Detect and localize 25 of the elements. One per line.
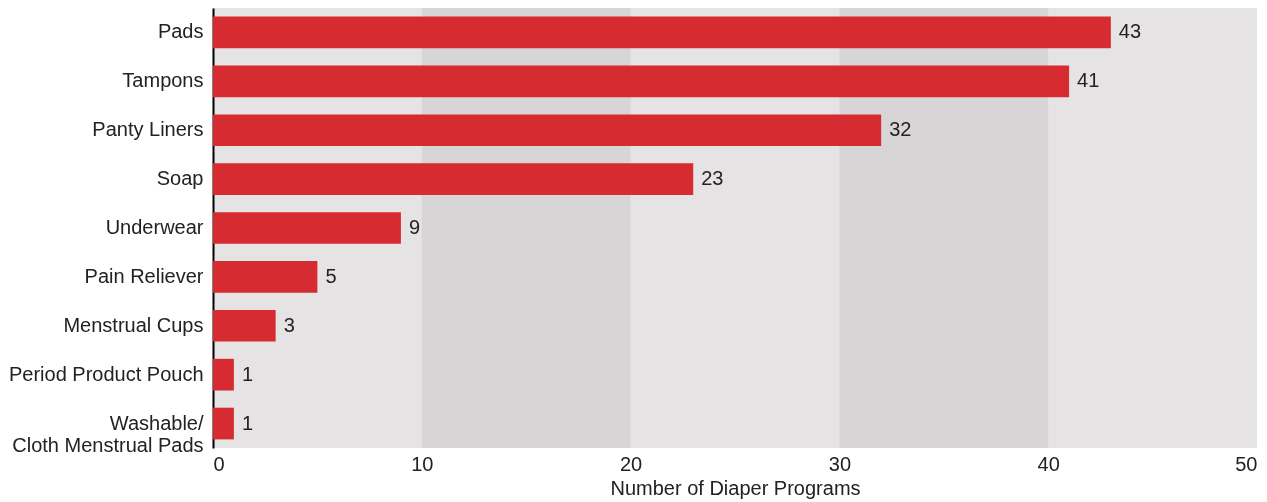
y-tick-label: Period Product Pouch — [8, 362, 204, 385]
x-tick-label: 30 — [828, 452, 852, 475]
data-label: 1 — [241, 411, 254, 434]
x-tick-label: 40 — [1037, 452, 1060, 475]
y-tick-label: Washable/ Cloth Menstrual Pads — [12, 411, 204, 456]
y-tick-label: Pads — [157, 20, 204, 43]
y-tick-label: Soap — [156, 167, 204, 190]
data-label: 1 — [241, 362, 254, 385]
data-label: 5 — [325, 264, 337, 287]
x-axis-title: Number of Diaper Programs — [610, 476, 861, 499]
x-tick-label: 50 — [1235, 452, 1258, 475]
y-tick-label: Tampons — [122, 69, 204, 92]
y-tick-label: Pain Reliever — [84, 264, 204, 287]
data-label: 41 — [1077, 69, 1100, 92]
y-tick-label: Underwear — [105, 216, 204, 238]
y-tick-label: Menstrual Cups — [63, 313, 204, 336]
data-label: 3 — [283, 313, 295, 336]
y-tick-label: Panty Liners — [92, 118, 204, 141]
data-label: 23 — [701, 167, 724, 190]
data-label: 9 — [408, 216, 421, 238]
data-label: 32 — [889, 118, 912, 141]
data-label: 43 — [1118, 20, 1142, 43]
x-tick-label: 20 — [619, 452, 643, 475]
x-tick-label: 10 — [411, 452, 434, 475]
x-tick-label: 0 — [213, 452, 225, 475]
